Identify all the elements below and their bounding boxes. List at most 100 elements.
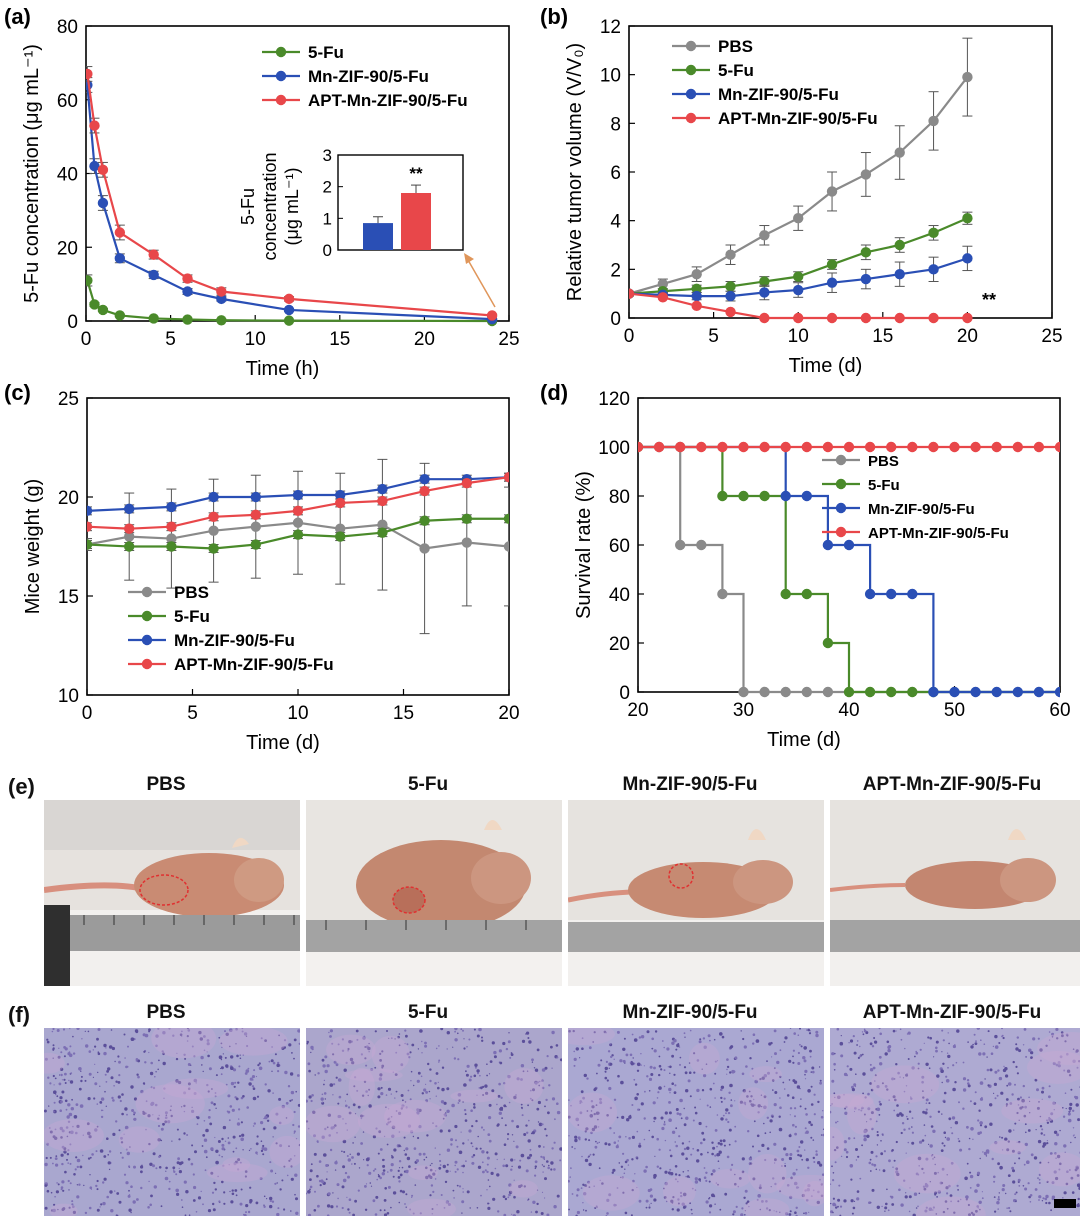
x-tick-label: 5 xyxy=(708,326,719,347)
data-point xyxy=(780,441,791,453)
data-point xyxy=(949,441,960,453)
data-point xyxy=(1012,686,1023,698)
y-axis-label: Survival rate (%) xyxy=(573,471,595,619)
legend: PBS 5-Fu Mn-ZIF-90/5-Fu APT-Mn-ZIF-90/5-Fu xyxy=(128,583,334,674)
x-axis-label: Time (d) xyxy=(767,729,841,751)
legend-entry: 5-Fu xyxy=(868,477,900,494)
data-point xyxy=(292,505,304,517)
data-point xyxy=(335,531,346,542)
x-tick-label: 5 xyxy=(187,703,198,724)
data-point xyxy=(894,239,905,251)
data-point xyxy=(148,269,159,281)
x-axis-label: Time (d) xyxy=(246,732,320,754)
data-point xyxy=(780,588,791,600)
x-tick-label: 10 xyxy=(287,703,308,724)
legend-marker xyxy=(275,94,287,106)
data-point xyxy=(843,539,855,551)
legend-entry: APT-Mn-ZIF-90/5-Fu xyxy=(868,525,1009,542)
x-tick-label: 20 xyxy=(957,326,978,347)
data-point xyxy=(780,490,791,502)
legend-entry: APT-Mn-ZIF-90/5-Fu xyxy=(308,91,468,110)
data-point xyxy=(87,521,93,532)
data-point xyxy=(148,249,159,260)
data-point xyxy=(860,169,872,180)
data-point xyxy=(335,523,346,534)
y-tick-label: 10 xyxy=(58,686,79,707)
data-point xyxy=(928,312,939,324)
x-tick-label: 50 xyxy=(944,700,965,721)
data-point xyxy=(377,527,388,538)
data-point xyxy=(250,509,261,521)
data-point xyxy=(377,483,388,495)
y-tick-label: 10 xyxy=(600,66,621,87)
data-point xyxy=(335,497,346,509)
data-point xyxy=(148,313,159,324)
data-point xyxy=(335,489,346,501)
data-point xyxy=(1054,686,1060,698)
legend-entry: 5-Fu xyxy=(308,43,344,62)
data-point xyxy=(962,71,973,83)
data-point xyxy=(89,299,100,310)
y-tick-label: 40 xyxy=(57,165,78,186)
legend-entry: Mn-ZIF-90/5-Fu xyxy=(174,631,295,650)
x-tick-label: 60 xyxy=(1049,700,1070,721)
legend-entry: Mn-ZIF-90/5-Fu xyxy=(718,85,839,104)
data-point xyxy=(843,441,855,453)
data-point xyxy=(166,521,177,532)
series-1 xyxy=(638,441,1060,698)
legend-marker xyxy=(141,634,153,646)
x-tick-label: 20 xyxy=(498,703,519,724)
data-point xyxy=(250,521,261,532)
data-point xyxy=(843,686,855,698)
data-point xyxy=(759,312,770,324)
data-point xyxy=(114,253,126,264)
data-point xyxy=(826,259,838,270)
data-point xyxy=(419,485,430,497)
data-point xyxy=(759,230,770,241)
data-point xyxy=(503,541,509,552)
mouse-photo-apt xyxy=(830,800,1080,986)
inset-frame xyxy=(337,154,464,251)
data-point xyxy=(124,503,135,515)
photo-title-5fu: 5-Fu xyxy=(407,774,449,795)
series-3 xyxy=(629,288,973,324)
chart-1: (b) 0 5 10 15 20 25 0 2 4 6 8 10 12 Time (d) Relative t… xyxy=(540,4,1063,377)
x-tick-label: 20 xyxy=(627,700,648,721)
legend-marker xyxy=(685,40,697,52)
data-point xyxy=(292,489,304,501)
histology-mn xyxy=(568,1028,824,1216)
legend-marker xyxy=(141,586,153,598)
y-tick-label: 0 xyxy=(67,312,78,333)
data-point xyxy=(166,501,177,513)
data-point xyxy=(759,686,770,698)
data-point xyxy=(1054,441,1060,453)
histology-pbs xyxy=(44,1028,300,1216)
panel-label: (d) xyxy=(540,380,568,405)
legend-marker xyxy=(275,70,287,82)
data-point xyxy=(292,517,304,528)
legend-marker xyxy=(685,64,697,76)
data-point xyxy=(114,227,126,238)
legend-marker xyxy=(835,478,847,490)
data-point xyxy=(928,227,939,239)
panel-label-f: (f) xyxy=(8,1002,30,1027)
legend-entry: APT-Mn-ZIF-90/5-Fu xyxy=(718,109,878,128)
legend-entry: PBS xyxy=(868,453,899,470)
series-line xyxy=(638,445,1060,694)
x-tick-label: 0 xyxy=(82,703,93,724)
inset-bar xyxy=(401,193,431,250)
inset-y-label: 5-Fu xyxy=(238,188,258,225)
data-point xyxy=(860,273,872,285)
legend-entry: 5-Fu xyxy=(174,607,210,626)
data-point xyxy=(216,315,227,326)
series-0 xyxy=(629,37,973,299)
y-tick-label: 20 xyxy=(609,634,630,655)
data-point xyxy=(780,686,791,698)
y-tick-label: 12 xyxy=(600,17,621,38)
data-point xyxy=(928,686,939,698)
y-tick-label: 20 xyxy=(57,238,78,259)
x-axis-label: Time (h) xyxy=(246,358,320,380)
